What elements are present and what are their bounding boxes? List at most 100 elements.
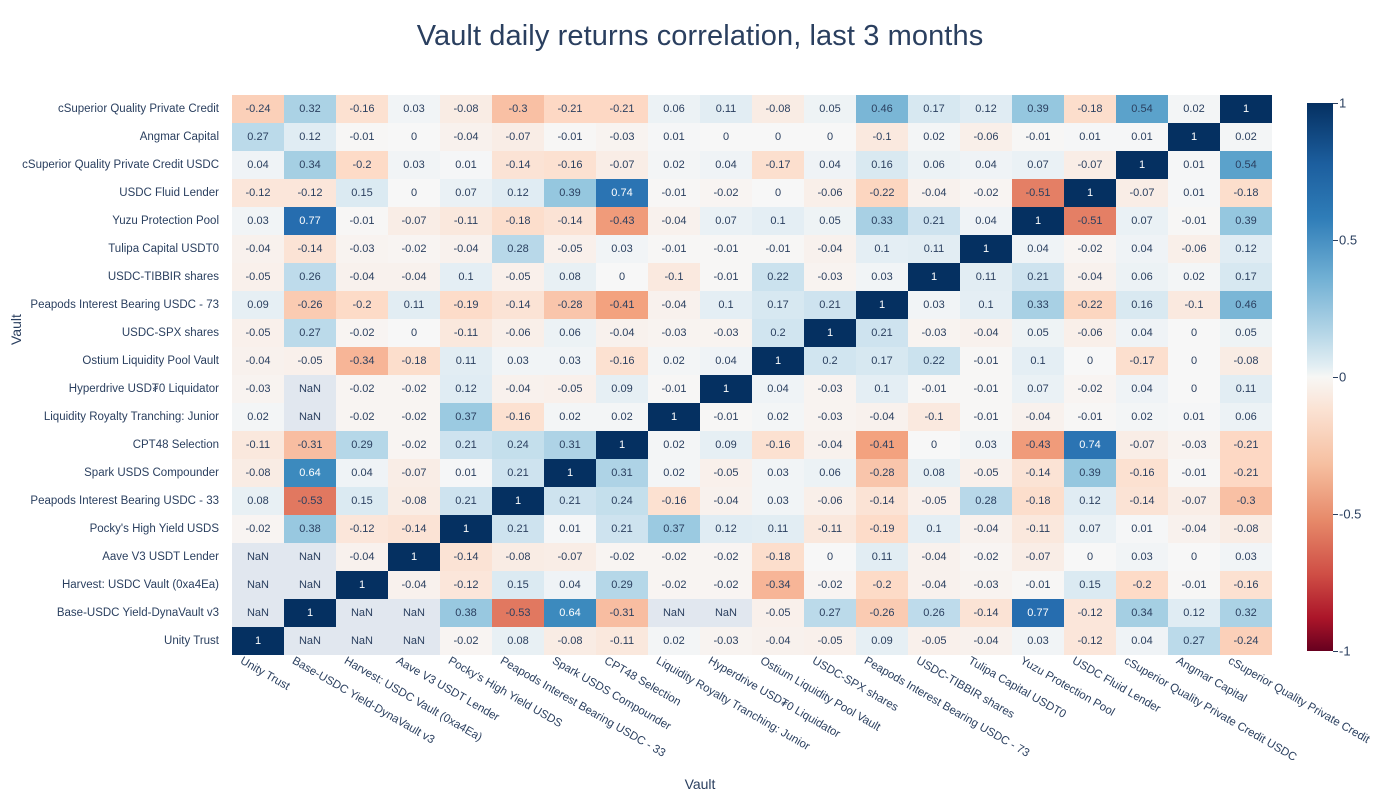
heatmap-cell: -0.06 — [1064, 319, 1116, 347]
heatmap-cell: 0.01 — [1168, 403, 1220, 431]
heatmap-cell: 0.04 — [700, 151, 752, 179]
heatmap-cell: 0.04 — [960, 207, 1012, 235]
heatmap-cell: 0.29 — [596, 571, 648, 599]
heatmap-cell: 0.09 — [596, 375, 648, 403]
heatmap-cell: 0 — [700, 123, 752, 151]
heatmap-cell: 0.37 — [648, 515, 700, 543]
heatmap-cell: 0.06 — [908, 151, 960, 179]
heatmap-cell: 0 — [752, 123, 804, 151]
heatmap-cell: -0.16 — [492, 403, 544, 431]
heatmap-cell: 0.1 — [960, 291, 1012, 319]
heatmap-cell: -0.3 — [1220, 487, 1272, 515]
heatmap-cell: -0.04 — [596, 319, 648, 347]
heatmap-cell: 0.02 — [544, 403, 596, 431]
heatmap-cell: -0.04 — [908, 571, 960, 599]
heatmap-cell: -0.05 — [960, 459, 1012, 487]
heatmap-cell: -0.53 — [284, 487, 336, 515]
heatmap-cell: NaN — [388, 627, 440, 655]
heatmap-cell: 0.21 — [440, 431, 492, 459]
heatmap-cell: -0.02 — [648, 571, 700, 599]
heatmap-cell: 0.11 — [1220, 375, 1272, 403]
heatmap-cell: 0.01 — [1168, 179, 1220, 207]
heatmap-cell: -0.1 — [648, 263, 700, 291]
heatmap-cell: -0.02 — [232, 515, 284, 543]
heatmap-cell: 0.21 — [544, 487, 596, 515]
heatmap-cell: 0.03 — [388, 95, 440, 123]
heatmap-cell: -0.24 — [232, 95, 284, 123]
heatmap-cell: 0.1 — [440, 263, 492, 291]
heatmap-cell: 0.02 — [648, 627, 700, 655]
heatmap-cell: 0.11 — [960, 263, 1012, 291]
heatmap-cell: 1 — [440, 515, 492, 543]
heatmap-cell: -0.07 — [388, 207, 440, 235]
heatmap-cell: -0.03 — [1168, 431, 1220, 459]
heatmap-cell: 0.07 — [1012, 151, 1064, 179]
heatmap-cell: -0.17 — [752, 151, 804, 179]
heatmap-cell: 0.08 — [544, 263, 596, 291]
heatmap-cell: 0.21 — [440, 487, 492, 515]
heatmap-cell: 0.1 — [752, 207, 804, 235]
heatmap-cell: 0.11 — [908, 235, 960, 263]
colorbar: 1 0.5 0 -0.5 -1 — [1307, 96, 1361, 659]
heatmap-cell: 0.09 — [700, 431, 752, 459]
heatmap-cell: 0 — [1168, 375, 1220, 403]
heatmap-cell: -0.26 — [856, 599, 908, 627]
heatmap-cell: 0.05 — [1220, 319, 1272, 347]
heatmap-cell: 0.03 — [544, 347, 596, 375]
heatmap-cell: -0.08 — [544, 627, 596, 655]
heatmap-cell: -0.41 — [856, 431, 908, 459]
heatmap-cell: -0.04 — [440, 235, 492, 263]
heatmap-cell: -0.43 — [596, 207, 648, 235]
heatmap-cell: 1 — [1116, 151, 1168, 179]
heatmap-cell: 0.03 — [752, 487, 804, 515]
heatmap-cell: 0.08 — [908, 459, 960, 487]
heatmap-cell: 0 — [1064, 347, 1116, 375]
heatmap-cell: -0.11 — [596, 627, 648, 655]
heatmap-cell: 0.04 — [700, 347, 752, 375]
heatmap-cell: -0.05 — [804, 627, 856, 655]
colorbar-tick-mark — [1333, 651, 1338, 652]
heatmap-cell: -0.31 — [596, 599, 648, 627]
heatmap-cell: -0.04 — [388, 571, 440, 599]
heatmap-cell: 0.31 — [596, 459, 648, 487]
heatmap-cell: 0 — [752, 179, 804, 207]
colorbar-tick-label: 0 — [1339, 369, 1347, 385]
heatmap-cell: 0.03 — [752, 459, 804, 487]
y-axis-tick-label: Peapods Interest Bearing USDC - 33 — [30, 495, 219, 507]
heatmap-cell: 1 — [544, 459, 596, 487]
y-axis-tick-label: Base-USDC Yield-DynaVault v3 — [56, 607, 219, 619]
heatmap-cell: -0.02 — [440, 627, 492, 655]
heatmap-cell: -0.1 — [908, 403, 960, 431]
heatmap-cell: -0.14 — [960, 599, 1012, 627]
heatmap-cell: 0.04 — [752, 375, 804, 403]
heatmap-cell: -0.04 — [856, 403, 908, 431]
heatmap-cell: -0.02 — [1064, 375, 1116, 403]
heatmap-cell: NaN — [232, 571, 284, 599]
heatmap-cell: -0.01 — [1012, 123, 1064, 151]
heatmap-cell: 0.31 — [544, 431, 596, 459]
heatmap-cell: 0.04 — [960, 151, 1012, 179]
heatmap-cell: -0.01 — [960, 375, 1012, 403]
heatmap-cell: 0.11 — [700, 95, 752, 123]
heatmap-cell: -0.03 — [908, 319, 960, 347]
y-axis-tick-label: Unity Trust — [164, 635, 219, 647]
heatmap-cell: -0.01 — [336, 123, 388, 151]
heatmap-cell: -0.16 — [596, 347, 648, 375]
heatmap-cell: -0.21 — [1220, 431, 1272, 459]
heatmap-cell: -0.05 — [284, 347, 336, 375]
heatmap-cell: NaN — [284, 543, 336, 571]
heatmap-cell: 0.21 — [492, 459, 544, 487]
heatmap-cell: -0.2 — [336, 151, 388, 179]
heatmap-cell: -0.16 — [648, 487, 700, 515]
heatmap-cell: 0.39 — [1064, 459, 1116, 487]
heatmap-cell: 0.04 — [1116, 375, 1168, 403]
heatmap-cell: 0.17 — [752, 291, 804, 319]
heatmap-cell: -0.08 — [1220, 515, 1272, 543]
heatmap-cell: -0.04 — [960, 627, 1012, 655]
heatmap-cell: 0.03 — [1220, 543, 1272, 571]
heatmap-cell: -0.04 — [960, 319, 1012, 347]
heatmap-cell: -0.19 — [440, 291, 492, 319]
heatmap-cell: 0.07 — [440, 179, 492, 207]
heatmap-cell: -0.18 — [752, 543, 804, 571]
heatmap-cell: -0.01 — [752, 235, 804, 263]
